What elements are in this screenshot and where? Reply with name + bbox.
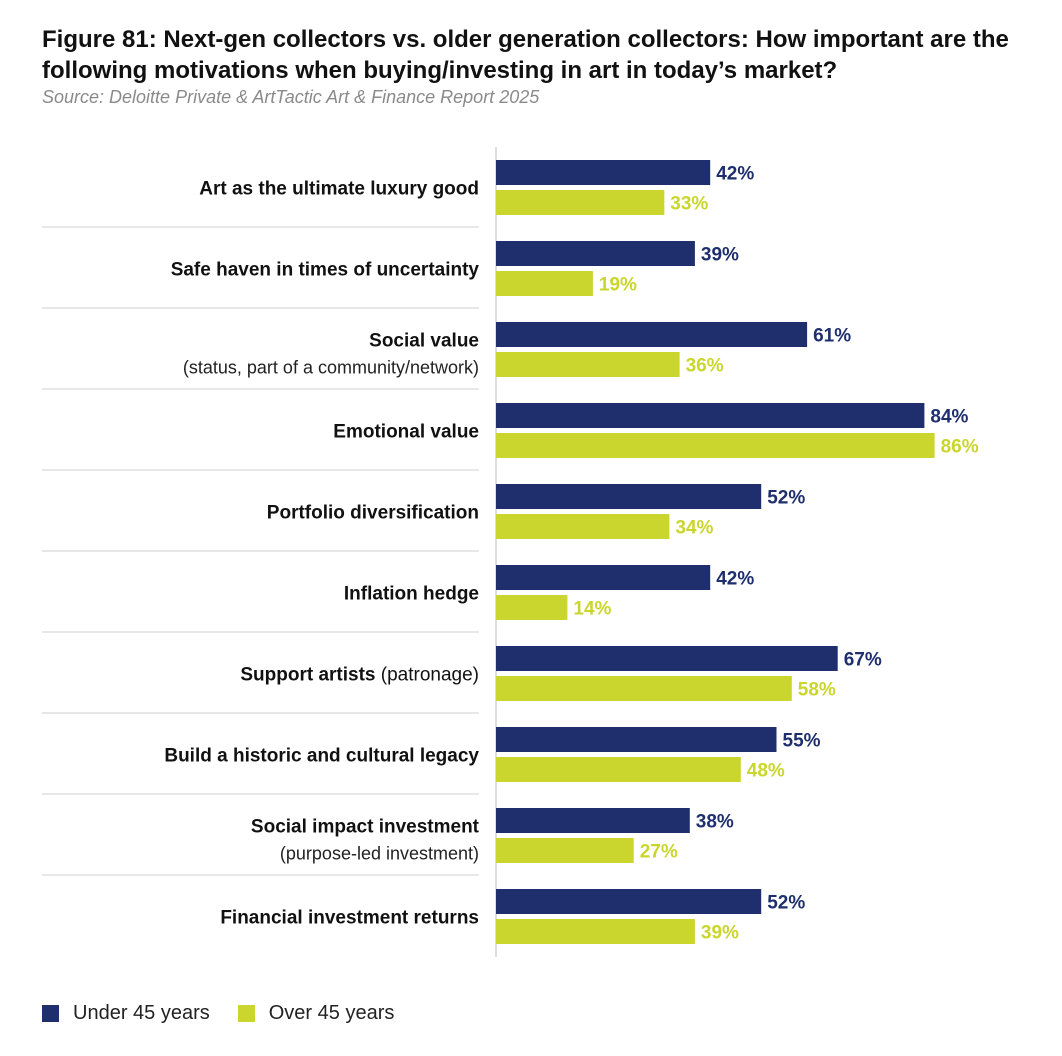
value-label-over45: 86% xyxy=(941,437,979,458)
bar-under45 xyxy=(496,565,711,590)
chart-source: Source: Deloitte Private & ArtTactic Art… xyxy=(42,87,540,107)
value-label-under45: 67% xyxy=(844,650,882,671)
legend-item-over45: Over 45 years xyxy=(237,1002,395,1025)
value-label-under45: 42% xyxy=(716,569,754,590)
value-label-over45: 14% xyxy=(573,599,611,620)
value-label-under45: 38% xyxy=(696,812,734,833)
value-label-under45: 84% xyxy=(930,407,968,428)
legend-swatch-over45 xyxy=(237,1005,255,1022)
bar-under45 xyxy=(496,727,777,752)
legend-label-under45: Under 45 years xyxy=(73,1002,210,1024)
bar-over45 xyxy=(496,838,634,863)
category-label: Build a historic and cultural legacy xyxy=(164,746,479,767)
legend-item-under45: Under 45 years xyxy=(42,1002,210,1025)
value-label-over45: 33% xyxy=(670,194,708,215)
value-label-over45: 48% xyxy=(747,761,785,782)
category-label: Art as the ultimate luxury good xyxy=(199,179,479,200)
value-label-under45: 52% xyxy=(767,488,805,509)
bar-chart: Art as the ultimate luxury good 42% 33% Saf… xyxy=(42,147,979,957)
bar-over45 xyxy=(496,757,741,782)
category-label: Emotional value xyxy=(333,422,479,443)
bar-over45 xyxy=(496,433,935,458)
value-label-under45: 42% xyxy=(716,164,754,185)
chart-title: Figure 81: Next-gen collectors vs. older… xyxy=(42,26,1009,84)
bar-under45 xyxy=(496,484,762,509)
value-label-over45: 58% xyxy=(798,680,836,701)
bar-over45 xyxy=(496,676,792,701)
bar-under45 xyxy=(496,403,925,428)
category-sublabel: (purpose-led investment) xyxy=(280,844,479,864)
bar-over45 xyxy=(496,919,695,944)
category-label: Support artists (patronage) xyxy=(240,665,479,686)
value-label-over45: 34% xyxy=(675,518,713,539)
bar-over45 xyxy=(496,190,665,215)
value-label-over45: 19% xyxy=(599,275,637,296)
category-label: Social impact investment xyxy=(251,817,480,838)
bar-over45 xyxy=(496,595,568,620)
category-label: Financial investment returns xyxy=(220,908,479,929)
bar-under45 xyxy=(496,889,762,914)
bar-under45 xyxy=(496,241,695,266)
bar-under45 xyxy=(496,808,690,833)
category-label: Social value xyxy=(369,331,479,352)
bar-over45 xyxy=(496,352,680,377)
category-label: Inflation hedge xyxy=(344,584,479,605)
value-label-under45: 39% xyxy=(701,245,739,266)
category-label: Portfolio diversification xyxy=(267,503,479,524)
value-label-under45: 55% xyxy=(783,731,821,752)
legend: Under 45 years Over 45 years xyxy=(42,1002,422,1025)
bar-over45 xyxy=(496,514,670,539)
bar-over45 xyxy=(496,271,593,296)
value-label-over45: 36% xyxy=(686,356,724,377)
legend-swatch-under45 xyxy=(42,1005,59,1022)
bar-under45 xyxy=(496,322,808,347)
category-sublabel: (status, part of a community/network) xyxy=(183,358,479,378)
category-label: Safe haven in times of uncertainty xyxy=(171,260,480,281)
value-label-over45: 27% xyxy=(640,842,678,863)
legend-label-over45: Over 45 years xyxy=(268,1002,395,1024)
value-label-under45: 52% xyxy=(767,893,805,914)
bar-under45 xyxy=(496,646,838,671)
value-label-under45: 61% xyxy=(813,326,851,347)
bar-under45 xyxy=(496,160,711,185)
value-label-over45: 39% xyxy=(701,923,739,944)
